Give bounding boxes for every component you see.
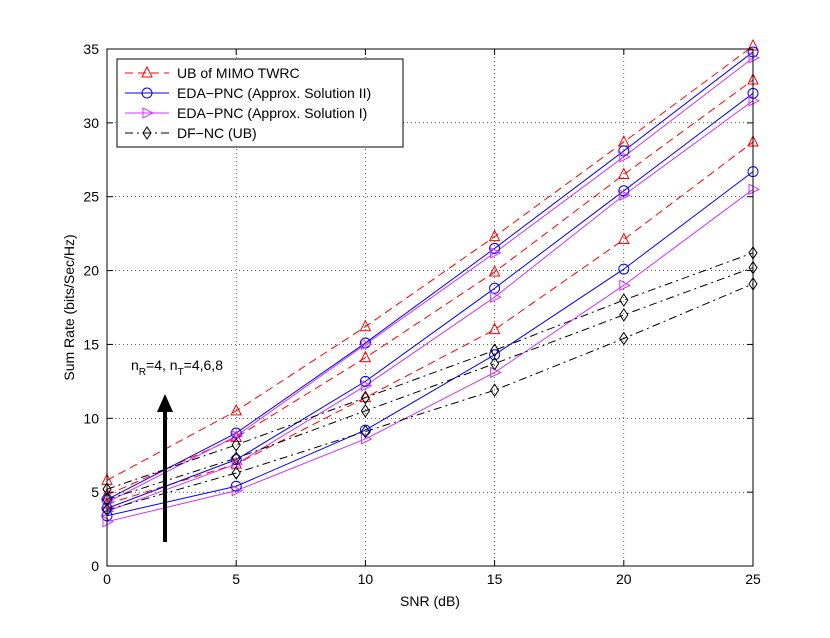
series-line bbox=[106, 57, 754, 503]
annotation-text: nR=4, nT=4,6,8 bbox=[131, 357, 223, 378]
y-tick-label: 0 bbox=[91, 558, 99, 574]
data-point bbox=[231, 437, 241, 452]
data-point bbox=[488, 264, 501, 277]
series-line bbox=[106, 171, 754, 517]
data-point bbox=[618, 263, 630, 275]
data-point bbox=[618, 145, 630, 157]
data-point bbox=[231, 466, 241, 480]
series-line bbox=[106, 92, 754, 509]
data-point bbox=[231, 430, 244, 442]
series-lines bbox=[106, 45, 754, 523]
data-point bbox=[619, 307, 629, 322]
legend-marker bbox=[141, 65, 153, 78]
data-point bbox=[230, 403, 243, 416]
data-point bbox=[360, 390, 371, 405]
data-point bbox=[489, 242, 501, 254]
data-point bbox=[619, 331, 629, 346]
legend-label: UB of MIMO TWRC bbox=[177, 65, 300, 81]
data-point bbox=[489, 356, 500, 371]
data-point bbox=[359, 319, 372, 332]
x-tick-label: 20 bbox=[616, 571, 632, 587]
data-point bbox=[489, 282, 501, 294]
legend: UB of MIMO TWRC EDA−PNC (Approx. Solution… bbox=[116, 58, 404, 148]
data-point bbox=[359, 390, 372, 403]
data-point bbox=[488, 322, 501, 335]
data-point bbox=[231, 451, 241, 466]
series-line bbox=[106, 252, 754, 490]
plot-area-frame bbox=[106, 48, 754, 567]
series-line bbox=[106, 188, 754, 523]
data-point bbox=[619, 189, 631, 202]
x-tick-label: 0 bbox=[103, 571, 111, 587]
series-line bbox=[106, 283, 754, 511]
y-tick-label: 15 bbox=[83, 336, 99, 352]
up-arrow-icon bbox=[157, 394, 173, 542]
data-point bbox=[360, 403, 371, 418]
data-point bbox=[230, 480, 242, 492]
legend-item: UB of MIMO TWRC bbox=[125, 65, 300, 81]
data-point bbox=[230, 456, 243, 469]
y-tick-label: 25 bbox=[83, 189, 99, 205]
x-tick-label: 25 bbox=[745, 571, 761, 587]
x-tick-label: 5 bbox=[232, 571, 240, 587]
data-point bbox=[490, 291, 502, 303]
x-tick-label: 10 bbox=[358, 571, 374, 587]
data-point bbox=[359, 350, 372, 363]
series-line bbox=[106, 100, 754, 512]
series-line bbox=[106, 45, 754, 481]
data-point bbox=[102, 515, 115, 528]
data-point bbox=[359, 375, 371, 387]
data-point bbox=[619, 279, 631, 292]
y-axis-label: Sum Rate (bits/Sec/Hz) bbox=[61, 234, 77, 380]
data-point bbox=[619, 151, 631, 163]
series-line bbox=[106, 267, 754, 501]
data-point bbox=[489, 383, 500, 398]
data-point bbox=[490, 247, 502, 259]
x-tick-label: 15 bbox=[487, 571, 503, 587]
data-point bbox=[360, 424, 371, 439]
data-point bbox=[360, 379, 373, 392]
data-point bbox=[748, 183, 761, 196]
x-axis-label: SNR (dB) bbox=[400, 593, 460, 609]
y-tick-label: 10 bbox=[83, 410, 99, 426]
legend-item: EDA−PNC (Approx. Solution I) bbox=[125, 105, 367, 121]
y-tick-label: 35 bbox=[83, 41, 99, 57]
series-line bbox=[106, 141, 754, 505]
data-point bbox=[617, 232, 630, 245]
data-point bbox=[489, 349, 501, 361]
y-tick-label: 5 bbox=[91, 484, 99, 500]
data-point bbox=[748, 94, 761, 107]
axis-ticks: 0 5 10 15 20 25 0 5 10 15 20 25 30 35 bbox=[83, 41, 761, 587]
legend-marker bbox=[141, 87, 153, 99]
legend-label: EDA−PNC (Approx. Solution I) bbox=[177, 105, 367, 121]
data-point bbox=[360, 338, 373, 351]
data-point bbox=[619, 293, 629, 308]
data-point bbox=[489, 343, 500, 358]
y-tick-label: 20 bbox=[83, 263, 99, 279]
legend-item: DF−NC (UB) bbox=[125, 125, 257, 141]
series-line bbox=[106, 51, 754, 500]
legend-label: EDA−PNC (Approx. Solution II) bbox=[177, 85, 371, 101]
legend-marker bbox=[142, 126, 152, 140]
data-point bbox=[490, 366, 502, 379]
data-point bbox=[230, 430, 243, 442]
legend-marker bbox=[142, 107, 155, 119]
data-point bbox=[618, 185, 630, 197]
y-tick-label: 30 bbox=[83, 115, 99, 131]
data-point bbox=[488, 229, 501, 242]
data-point bbox=[617, 167, 630, 180]
data-point bbox=[231, 484, 244, 497]
data-point bbox=[748, 52, 761, 64]
legend-label: DF−NC (UB) bbox=[177, 125, 257, 141]
data-point bbox=[231, 458, 244, 470]
legend-item: EDA−PNC (Approx. Solution II) bbox=[125, 85, 371, 101]
